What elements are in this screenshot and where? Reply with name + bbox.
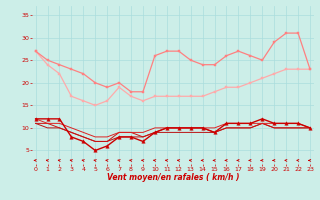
X-axis label: Vent moyen/en rafales ( km/h ): Vent moyen/en rafales ( km/h ) [107,173,239,182]
